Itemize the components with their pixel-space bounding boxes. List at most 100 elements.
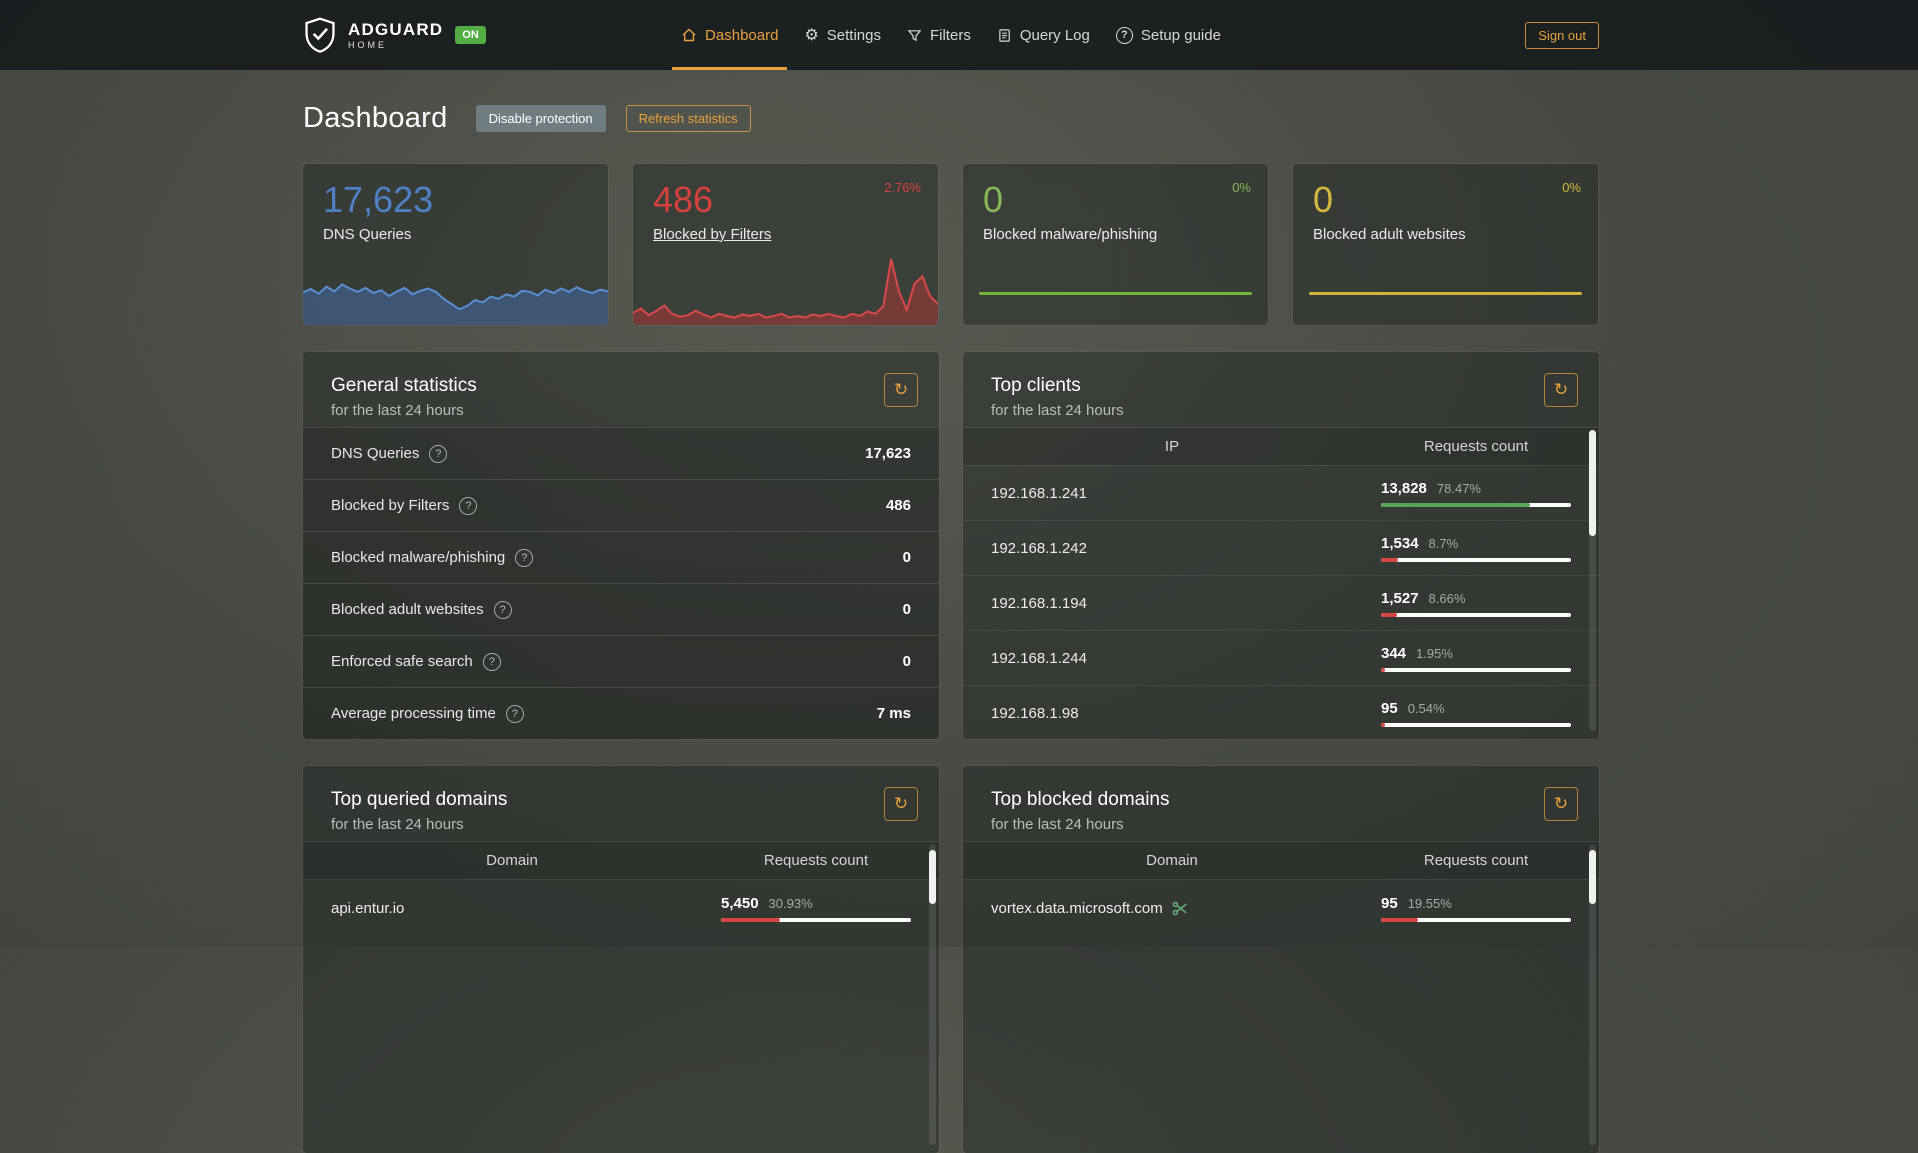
- brand[interactable]: ADGUARD HOME ON: [303, 16, 486, 54]
- stat-cards-row: 17,623 DNS Queries 2.76% 486 Blocked by …: [303, 164, 1599, 325]
- client-ip[interactable]: 192.168.1.244: [991, 649, 1087, 667]
- stat-row-value: 0: [902, 653, 911, 670]
- progress-bar: [1381, 722, 1571, 727]
- client-row: 192.168.1.242 1,534 8.7%: [963, 520, 1599, 575]
- request-percent: 8.66%: [1428, 590, 1466, 606]
- nav-item-dashboard[interactable]: Dashboard: [668, 0, 791, 70]
- gear-icon: ⚙: [804, 27, 819, 44]
- nav-item-filters[interactable]: Filters: [894, 0, 984, 70]
- progress-bar: [1381, 557, 1571, 562]
- client-row: 192.168.1.241 13,828 78.47%: [963, 465, 1599, 520]
- stat-row-value: 486: [885, 497, 911, 514]
- nav-item-query-log[interactable]: Query Log: [984, 0, 1103, 70]
- stat-row-value: 7 ms: [876, 705, 911, 722]
- panel-title: Top clients: [991, 375, 1081, 396]
- table-header: IP Requests count: [963, 427, 1599, 465]
- middle-panels-row: General statistics for the last 24 hours…: [303, 352, 1599, 739]
- refresh-panel-button[interactable]: ↻: [884, 373, 918, 407]
- scrollbar-track[interactable]: [1589, 430, 1596, 731]
- column-header-requests: Requests count: [1423, 852, 1529, 869]
- column-header-domain: Domain: [1146, 852, 1198, 869]
- refresh-panel-button[interactable]: ↻: [1544, 787, 1578, 821]
- client-ip[interactable]: 192.168.1.242: [991, 539, 1087, 557]
- disable-protection-button[interactable]: Disable protection: [475, 105, 606, 132]
- request-percent: 8.7%: [1428, 535, 1459, 551]
- panel-subtitle: for the last 24 hours: [331, 402, 464, 419]
- client-ip[interactable]: 192.168.1.194: [991, 594, 1087, 612]
- request-count: 13,828: [1381, 479, 1427, 497]
- sign-out-button[interactable]: Sign out: [1525, 21, 1599, 49]
- document-icon: [997, 28, 1012, 43]
- stat-row: Blocked malware/phishing? 0: [303, 531, 939, 583]
- column-header-requests: Requests count: [763, 852, 869, 869]
- refresh-icon: ↻: [893, 380, 909, 399]
- stat-label: Blocked adult websites: [1313, 225, 1466, 243]
- top-blocked-domains-panel: Top blocked domains for the last 24 hour…: [963, 766, 1599, 1153]
- panel-title: Top queried domains: [331, 789, 508, 810]
- client-row: 192.168.1.98 95 0.54%: [963, 685, 1599, 739]
- adguard-shield-icon: [303, 16, 337, 54]
- stat-row-value: 0: [902, 549, 911, 566]
- stat-row-label: Blocked adult websites: [331, 601, 484, 618]
- column-header-requests: Requests count: [1423, 438, 1529, 455]
- stat-percent: 0%: [1562, 180, 1581, 195]
- scrollbar-thumb[interactable]: [1589, 850, 1596, 904]
- stat-label: Blocked by Filters: [633, 219, 938, 243]
- protection-on-badge: ON: [455, 26, 486, 44]
- nav-label-setup-guide: Setup guide: [1140, 26, 1221, 44]
- panel-title: Top blocked domains: [991, 789, 1170, 810]
- top-navbar: ADGUARD HOME ON Dashboard ⚙ Settings Fil…: [0, 0, 1918, 70]
- bottom-panels-row: Top queried domains for the last 24 hour…: [303, 766, 1599, 1153]
- stat-label: DNS Queries: [323, 225, 412, 243]
- stat-row-label: Average processing time: [331, 705, 496, 722]
- nav-item-setup-guide[interactable]: ? Setup guide: [1103, 0, 1234, 70]
- help-icon[interactable]: ?: [515, 548, 534, 567]
- help-icon[interactable]: ?: [459, 496, 478, 515]
- panel-title: General statistics: [331, 375, 477, 396]
- client-row: 192.168.1.244 344 1.95%: [963, 630, 1599, 685]
- blocked-filters-sparkline: [633, 258, 938, 325]
- stat-row: Enforced safe search? 0: [303, 635, 939, 687]
- help-icon[interactable]: ?: [482, 652, 501, 671]
- table-header: Domain Requests count: [963, 841, 1599, 879]
- stat-row: DNS Queries? 17,623: [303, 427, 939, 479]
- stat-row-label: Blocked by Filters: [331, 497, 450, 514]
- top-queried-domains-panel: Top queried domains for the last 24 hour…: [303, 766, 939, 1153]
- progress-bar: [1381, 918, 1571, 922]
- help-icon[interactable]: ?: [505, 704, 524, 723]
- home-icon: [681, 27, 697, 43]
- client-ip[interactable]: 192.168.1.98: [991, 704, 1079, 722]
- stat-row: Blocked by Filters? 486: [303, 479, 939, 531]
- panel-header: General statistics for the last 24 hours…: [303, 352, 939, 427]
- progress-bar: [721, 918, 911, 922]
- stat-label: Blocked malware/phishing: [983, 225, 1158, 243]
- stat-card-dns-queries: 17,623 DNS Queries: [303, 164, 608, 325]
- refresh-panel-button[interactable]: ↻: [1544, 373, 1578, 407]
- stat-value: 0: [1313, 179, 1334, 220]
- scrollbar-thumb[interactable]: [929, 850, 936, 904]
- stat-row-label: DNS Queries: [331, 445, 420, 462]
- domain-row: vortex.data.microsoft.com 95 19.55%: [963, 879, 1599, 937]
- scrollbar-thumb[interactable]: [1589, 430, 1596, 536]
- stat-card-blocked-adult: 0% 0 Blocked adult websites: [1293, 164, 1598, 325]
- help-icon[interactable]: ?: [429, 444, 448, 463]
- table-header: Domain Requests count: [303, 841, 939, 879]
- refresh-panel-button[interactable]: ↻: [884, 787, 918, 821]
- brand-subtitle: HOME: [348, 39, 387, 50]
- client-ip[interactable]: 192.168.1.241: [991, 484, 1087, 502]
- request-count: 344: [1381, 644, 1407, 662]
- blocked-by-filters-link[interactable]: Blocked by Filters: [653, 225, 772, 243]
- domain-name[interactable]: api.entur.io: [331, 900, 405, 917]
- stat-row-label: Blocked malware/phishing: [331, 549, 506, 566]
- top-clients-panel: Top clients for the last 24 hours ↻ IP R…: [963, 352, 1599, 739]
- help-icon[interactable]: ?: [493, 600, 512, 619]
- domain-name[interactable]: vortex.data.microsoft.com: [991, 900, 1381, 917]
- request-percent: 1.95%: [1416, 645, 1453, 661]
- stat-row-label: Enforced safe search: [331, 653, 473, 670]
- request-percent: 30.93%: [768, 896, 813, 911]
- stat-row-value: 17,623: [865, 445, 911, 462]
- panel-header: Top blocked domains for the last 24 hour…: [963, 766, 1599, 841]
- nav-item-settings[interactable]: ⚙ Settings: [791, 0, 894, 70]
- refresh-statistics-button[interactable]: Refresh statistics: [625, 105, 751, 132]
- panel-header: Top clients for the last 24 hours ↻: [963, 352, 1599, 427]
